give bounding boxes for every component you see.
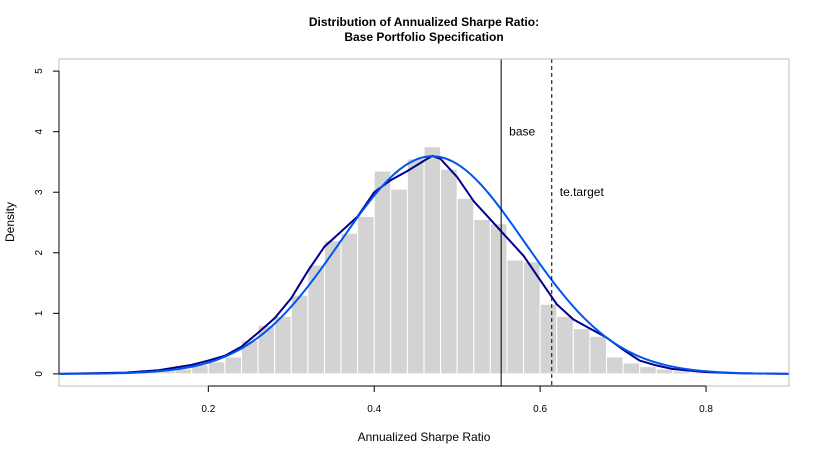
y-axis-label: Density — [3, 202, 17, 242]
histogram-bar-28 — [523, 261, 541, 375]
y-tick-label: 5 — [34, 68, 45, 74]
x-tick-label: 0.6 — [533, 404, 547, 415]
vline-label-te-target: te.target — [560, 185, 605, 199]
histogram-bar-36 — [655, 368, 674, 375]
histogram-bar-17 — [340, 232, 359, 375]
x-tick-label: 0.4 — [367, 404, 381, 415]
curves-layer — [58, 154, 790, 375]
y-tick-label: 3 — [34, 189, 45, 195]
histogram-bar-33 — [606, 356, 624, 375]
histogram-bar-24 — [456, 197, 475, 375]
histogram-bar-30 — [556, 315, 574, 375]
x-axis: 0.2 0.4 0.6 0.8 — [201, 385, 713, 415]
x-tick-label: 0.8 — [699, 404, 713, 415]
histogram-bar-26 — [489, 223, 508, 375]
histogram-bar-23 — [440, 168, 458, 375]
histogram-bar-13 — [274, 315, 292, 375]
histogram-bar-15 — [307, 264, 325, 375]
histogram-bar-21 — [406, 158, 425, 375]
histogram-bars — [108, 146, 724, 375]
histogram-bar-25 — [473, 218, 491, 375]
histogram-bar-27 — [506, 259, 525, 375]
y-tick-label: 2 — [34, 250, 45, 256]
y-axis: 0 1 2 3 4 5 — [34, 68, 60, 377]
histogram-bar-35 — [639, 366, 657, 375]
histogram-bar-10 — [224, 356, 243, 375]
histogram-bar-14 — [290, 294, 309, 375]
y-tick-label: 0 — [34, 371, 45, 377]
x-axis-label: Annualized Sharpe Ratio — [358, 430, 491, 444]
histogram-bar-22 — [423, 146, 442, 375]
histogram-bar-19 — [373, 170, 392, 375]
vline-label-base: base — [509, 125, 535, 139]
normal-fit-curve — [58, 155, 790, 375]
histogram-bar-32 — [589, 335, 607, 375]
chart-title-line1: Distribution of Annualized Sharpe Ratio: — [309, 15, 539, 29]
x-tick-label: 0.2 — [201, 404, 215, 415]
histogram-bar-20 — [390, 188, 408, 375]
histogram-bar-9 — [207, 361, 226, 375]
histogram-bar-31 — [572, 327, 591, 375]
y-tick-label: 1 — [34, 310, 45, 316]
chart-title-line2: Base Portfolio Specification — [344, 30, 503, 44]
histogram-bar-34 — [622, 362, 641, 375]
histogram-bar-18 — [357, 215, 375, 375]
histogram-bar-29 — [539, 303, 558, 375]
y-tick-label: 4 — [34, 128, 45, 134]
histogram-bar-12 — [257, 324, 276, 375]
vlines-layer: base te.target — [500, 59, 605, 386]
